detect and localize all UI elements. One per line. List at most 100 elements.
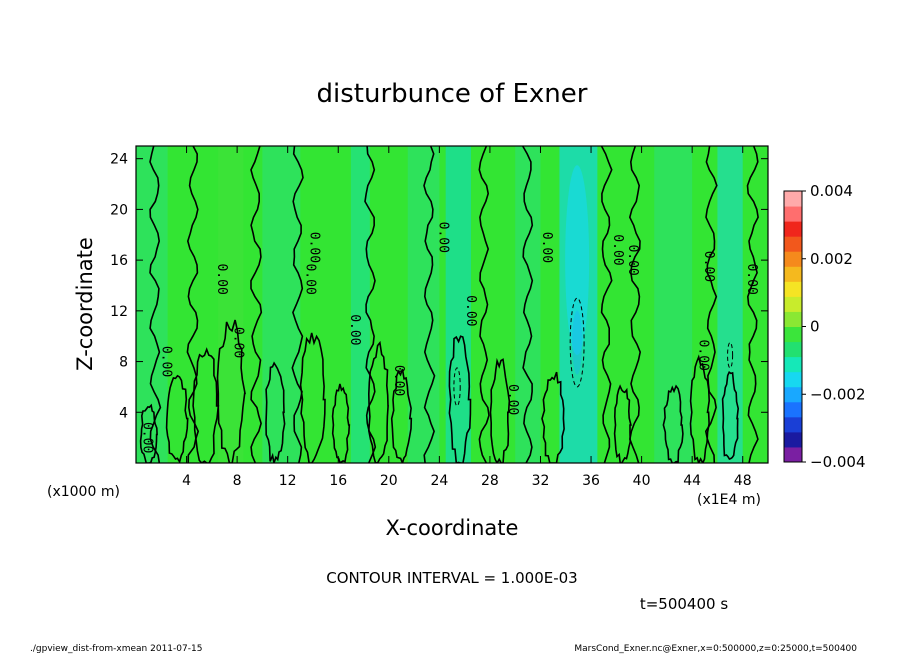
contour-line (149, 146, 162, 463)
contour-label: 0.00 (701, 251, 716, 282)
negative-contour-line (569, 297, 585, 388)
contour-line (265, 361, 286, 463)
field-shade (218, 146, 244, 463)
colorbar-swatch (784, 401, 802, 418)
field-shade (717, 146, 743, 463)
colorbar-swatch (784, 371, 802, 388)
colorbar-swatch (784, 326, 802, 343)
contour-line (613, 384, 632, 463)
field-shade (654, 146, 693, 463)
x-tick-label: 48 (734, 473, 752, 489)
contour-field: 0.00 0.00 0.00 0.00 0.00 0.00 0.00 0.00 0.00 0.00… (136, 146, 768, 463)
field-shade (572, 310, 583, 375)
contour-label: 0.00 (625, 244, 640, 275)
contour-line (216, 319, 246, 463)
colorbar-tick-label: 0.004 (810, 182, 853, 200)
contour-label: 0.00 (391, 365, 406, 396)
colorbar-swatch (784, 341, 802, 358)
contour-label: 0.00 (696, 340, 711, 371)
x-unit-note: (x1E4 m) (697, 492, 761, 508)
negative-contour-line (453, 367, 461, 407)
contour-label: 0.00 (435, 222, 450, 253)
x-tick-label: 16 (329, 473, 347, 489)
field-shade (350, 146, 370, 463)
contour-label: 0.00 (231, 327, 246, 358)
plot-frame (135, 145, 769, 464)
contour-line (448, 335, 472, 463)
negative-contour-line (727, 342, 734, 369)
colorbar-swatch (784, 431, 802, 448)
colorbar-tick-label: 0 (810, 318, 820, 336)
contour-line (364, 146, 377, 463)
x-tick-label: 4 (182, 473, 191, 489)
colorbar-swatch (784, 296, 802, 312)
footer-right: MarsCond_Exner.nc@Exner,x=0:500000,z=0:2… (574, 644, 857, 654)
colorbar-swatch (784, 446, 802, 463)
contour-line (390, 368, 413, 463)
y-axis: 4 8 12 16 20 24 (110, 152, 768, 421)
x-tick-label: 24 (430, 473, 448, 489)
contour-line (522, 146, 534, 463)
y-tick-label: 16 (110, 253, 128, 269)
x-tick-label: 36 (582, 473, 600, 489)
contour-line (489, 357, 511, 463)
contour-line (478, 146, 490, 463)
colorbar-swatch (784, 281, 802, 297)
footer-left: ./gpview_dist-from-xmean 2011-07-15 (30, 644, 202, 654)
contour-interval-text: CONTOUR INTERVAL = 1.000E-03 (326, 569, 577, 587)
colorbar-swatch (784, 221, 802, 237)
colorbar-swatch (784, 386, 802, 403)
contour-line (628, 146, 642, 463)
colorbar-tick-label: −0.004 (810, 453, 866, 471)
contour-label: 0.00 (347, 314, 362, 345)
colorbar-swatch (784, 236, 802, 252)
contour-line (689, 354, 711, 463)
contour-label: 0.00 (140, 422, 155, 453)
colorbar-swatch (784, 206, 802, 222)
contour-line (423, 146, 436, 463)
colorbar-swatch (784, 251, 802, 267)
contour-line (367, 340, 389, 463)
contour-line (541, 371, 565, 463)
x-tick-label: 28 (481, 473, 499, 489)
field-shade (407, 146, 440, 463)
contour-line (250, 146, 263, 463)
contour-line (192, 347, 220, 463)
x-tick-label: 12 (279, 473, 297, 489)
y-unit-note: (x1000 m) (47, 484, 120, 500)
contour-line (721, 370, 740, 460)
contour-line (299, 332, 326, 463)
y-tick-label: 12 (110, 304, 128, 320)
colorbar-tick-label: 0.002 (810, 250, 853, 268)
colorbar: 0.004 0.002 0 −0.002 −0.004 (783, 182, 866, 471)
contour-line (139, 403, 158, 463)
contour-label: 0.00 (306, 232, 321, 263)
contour-label: 0.00 (159, 346, 174, 377)
contour-line (600, 146, 613, 463)
y-axis-label: Z-coordinate (73, 237, 97, 371)
contour-label: 0.00 (214, 263, 229, 294)
x-tick-label: 8 (233, 473, 242, 489)
x-tick-label: 20 (380, 473, 398, 489)
contour-label: 0.00 (463, 295, 478, 326)
time-text: t=500400 s (640, 595, 728, 613)
contour-line (662, 384, 684, 463)
colorbar-swatch (784, 266, 802, 282)
contour-label: 0.00 (744, 263, 759, 294)
contour-line (704, 146, 718, 463)
contour-line (186, 146, 200, 463)
x-tick-label: 40 (633, 473, 651, 489)
contour-label: 0.00 (505, 384, 520, 415)
contour-line (291, 146, 304, 463)
y-tick-label: 20 (110, 202, 128, 218)
colorbar-swatch (784, 311, 802, 327)
y-tick-label: 4 (119, 405, 128, 421)
x-axis: 4 8 12 16 20 24 28 32 36 40 44 48 (182, 146, 752, 489)
colorbar-swatch (784, 416, 802, 433)
colorbar-tick-label: −0.002 (810, 385, 866, 403)
y-tick-label: 24 (110, 152, 128, 168)
chart-title: disturbunce of Exner (317, 79, 588, 109)
colorbar-swatch (784, 191, 802, 207)
contour-line (331, 383, 351, 463)
